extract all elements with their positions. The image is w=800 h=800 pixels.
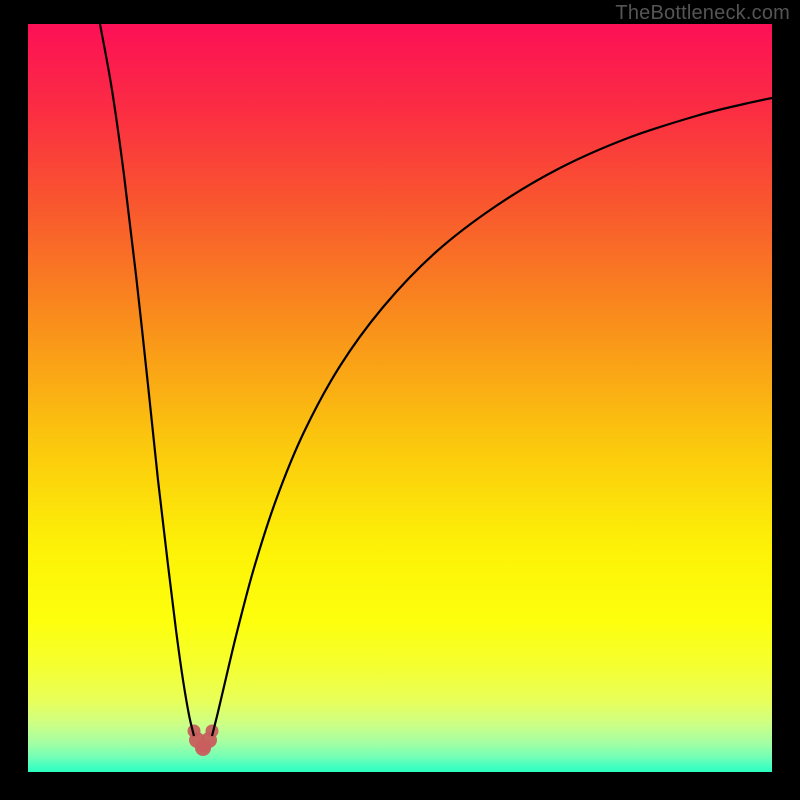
left-curve — [100, 24, 194, 736]
right-curve — [212, 98, 772, 736]
frame-left — [0, 0, 28, 800]
chart-canvas: TheBottleneck.com — [0, 0, 800, 800]
curve-layer — [0, 0, 800, 800]
frame-right — [772, 0, 800, 800]
frame-bottom — [0, 772, 800, 800]
watermark-text: TheBottleneck.com — [615, 2, 790, 25]
